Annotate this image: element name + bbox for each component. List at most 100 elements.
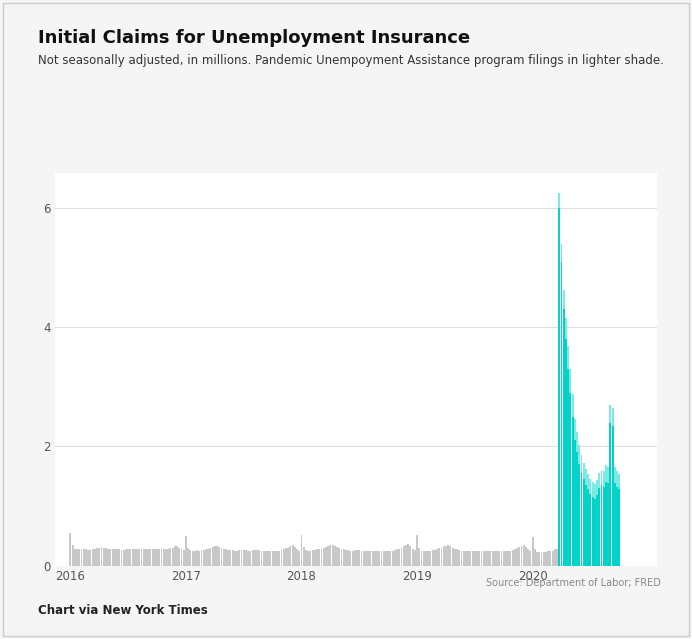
Bar (274, 551, 275, 566)
Bar (601, 485, 603, 566)
Bar (594, 484, 596, 566)
Bar (496, 551, 498, 566)
Bar (570, 393, 572, 566)
Bar (176, 546, 178, 566)
Bar (534, 549, 536, 566)
Bar (463, 551, 464, 566)
Bar (494, 551, 495, 566)
Bar (425, 551, 427, 566)
Bar (574, 419, 576, 566)
Bar (156, 550, 158, 566)
Bar (345, 550, 347, 566)
Bar (485, 551, 487, 566)
Bar (285, 548, 287, 566)
Bar (145, 550, 147, 566)
Bar (419, 548, 420, 566)
Bar (452, 548, 453, 566)
Bar (592, 482, 594, 566)
Bar (554, 550, 556, 566)
Bar (140, 550, 143, 566)
Bar (410, 546, 411, 566)
Bar (363, 551, 365, 566)
Bar (543, 552, 545, 566)
Bar (412, 549, 414, 566)
Bar (594, 499, 596, 566)
Bar (579, 465, 580, 566)
Bar (232, 550, 233, 566)
Text: Initial Claims for Unemployment Insurance: Initial Claims for Unemployment Insuranc… (38, 29, 470, 47)
Bar (612, 408, 614, 566)
Bar (388, 551, 389, 566)
Bar (447, 545, 449, 566)
Bar (516, 548, 518, 566)
Bar (405, 545, 407, 566)
Bar (181, 550, 183, 566)
Bar (92, 549, 93, 566)
Bar (263, 551, 264, 566)
Bar (531, 537, 534, 566)
Bar (74, 549, 75, 566)
Bar (616, 487, 618, 566)
Bar (100, 547, 102, 566)
Bar (507, 551, 509, 566)
Bar (205, 550, 207, 566)
Bar (192, 551, 194, 566)
Bar (314, 550, 316, 566)
Bar (107, 549, 109, 566)
Bar (509, 551, 511, 566)
Bar (536, 552, 538, 566)
Bar (138, 549, 140, 566)
Bar (305, 550, 307, 566)
Bar (603, 471, 605, 566)
Bar (356, 550, 358, 566)
Bar (307, 551, 309, 566)
Bar (434, 550, 436, 566)
Bar (276, 551, 278, 566)
Bar (280, 550, 282, 566)
Bar (450, 546, 451, 566)
Bar (294, 547, 295, 566)
Bar (161, 550, 163, 566)
Bar (576, 432, 578, 566)
Bar (570, 369, 572, 566)
Bar (590, 494, 591, 566)
Text: Chart via New York Times: Chart via New York Times (38, 604, 208, 617)
Bar (540, 552, 543, 566)
Bar (572, 394, 574, 566)
Bar (258, 550, 260, 566)
Bar (383, 551, 385, 566)
Bar (605, 465, 607, 566)
Bar (492, 551, 493, 566)
Bar (201, 550, 202, 566)
Bar (441, 548, 442, 566)
Bar (256, 550, 258, 566)
Bar (216, 546, 218, 566)
Bar (436, 550, 438, 566)
Bar (567, 346, 569, 566)
Bar (309, 551, 311, 566)
Bar (394, 550, 396, 566)
Bar (349, 551, 352, 566)
Bar (403, 546, 405, 566)
Bar (183, 550, 185, 566)
Bar (454, 549, 456, 566)
Bar (561, 244, 563, 566)
Bar (172, 548, 174, 566)
Bar (581, 473, 583, 566)
Bar (503, 551, 504, 566)
Bar (143, 550, 145, 566)
Bar (254, 550, 256, 566)
Bar (358, 550, 360, 566)
Bar (147, 550, 149, 566)
Bar (325, 547, 327, 566)
Bar (340, 549, 343, 566)
Bar (396, 550, 398, 566)
Bar (576, 452, 578, 566)
Bar (487, 551, 489, 566)
Bar (518, 547, 520, 566)
Bar (574, 440, 576, 566)
Bar (592, 497, 594, 566)
Bar (120, 550, 122, 566)
Bar (96, 548, 98, 566)
Bar (225, 550, 227, 566)
